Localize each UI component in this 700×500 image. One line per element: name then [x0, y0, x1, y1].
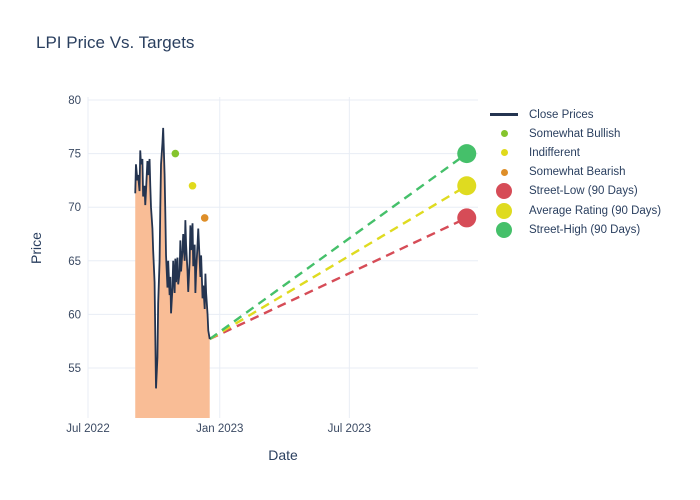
y-tick-label: 75: [68, 149, 81, 161]
legend-item-street-low-90-days[interactable]: Street-Low (90 Days): [487, 182, 661, 201]
legend-dot-large-icon: [496, 221, 512, 238]
legend-item-somewhat-bullish[interactable]: Somewhat Bullish: [487, 124, 661, 143]
legend-dot-large-icon: [496, 202, 512, 219]
target-marker-street-low-90-days[interactable]: [457, 208, 477, 228]
legend-item-label: Street-High (90 Days): [529, 223, 641, 236]
x-tick-label: Jan 2023: [196, 423, 243, 435]
legend-line-swatch-icon: [490, 113, 518, 116]
close-price-area-fill: [135, 127, 210, 419]
legend-item-label: Close Prices: [529, 108, 594, 121]
y-tick-label: 60: [68, 309, 81, 321]
legend-item-label: Somewhat Bearish: [529, 166, 626, 179]
legend: Close Prices Somewhat Bullish Indifferen…: [487, 105, 661, 239]
legend-dot-small-icon: [500, 168, 508, 176]
legend-dot-small-icon: [500, 149, 508, 157]
legend-item-label: Average Rating (90 Days): [529, 204, 662, 217]
legend-item-label: Street-Low (90 Days): [529, 185, 638, 198]
forecast-line-average-rating-90-days: [209, 184, 468, 341]
y-tick-label: 55: [68, 363, 81, 375]
x-axis-title: Date: [268, 447, 298, 463]
legend-dot-small-icon: [500, 130, 508, 138]
forecast-line-street-high-90-days: [209, 152, 468, 341]
target-marker-street-high-90-days[interactable]: [457, 144, 477, 164]
target-marker-average-rating-90-days[interactable]: [457, 176, 477, 196]
legend-item-label: Indifferent: [529, 146, 580, 159]
close-price-line[interactable]: [134, 127, 211, 389]
legend-item-average-rating-90-days[interactable]: Average Rating (90 Days): [487, 201, 661, 220]
legend-dot-large-icon: [496, 183, 512, 200]
legend-item-somewhat-bearish[interactable]: Somewhat Bearish: [487, 163, 661, 182]
x-tick-label: Jul 2022: [66, 423, 109, 435]
y-axis-title: Price: [27, 232, 44, 264]
legend-item-street-high-90-days[interactable]: Street-High (90 Days): [487, 220, 661, 239]
page-title: LPI Price Vs. Targets: [36, 33, 195, 52]
x-tick-label: Jul 2023: [328, 423, 371, 435]
legend-item-close-prices[interactable]: Close Prices: [487, 105, 661, 124]
y-tick-label: 80: [68, 95, 81, 107]
legend-item-indifferent[interactable]: Indifferent: [487, 143, 661, 162]
plot-area[interactable]: [88, 97, 478, 418]
rating-dot-somewhat-bearish[interactable]: [200, 214, 209, 222]
rating-dot-somewhat-bullish[interactable]: [171, 149, 180, 158]
y-tick-label: 70: [68, 202, 81, 214]
rating-dot-indifferent[interactable]: [188, 181, 197, 190]
legend-item-label: Somewhat Bullish: [529, 127, 621, 140]
y-tick-label: 65: [68, 256, 81, 268]
forecast-line-street-low-90-days: [209, 216, 468, 341]
